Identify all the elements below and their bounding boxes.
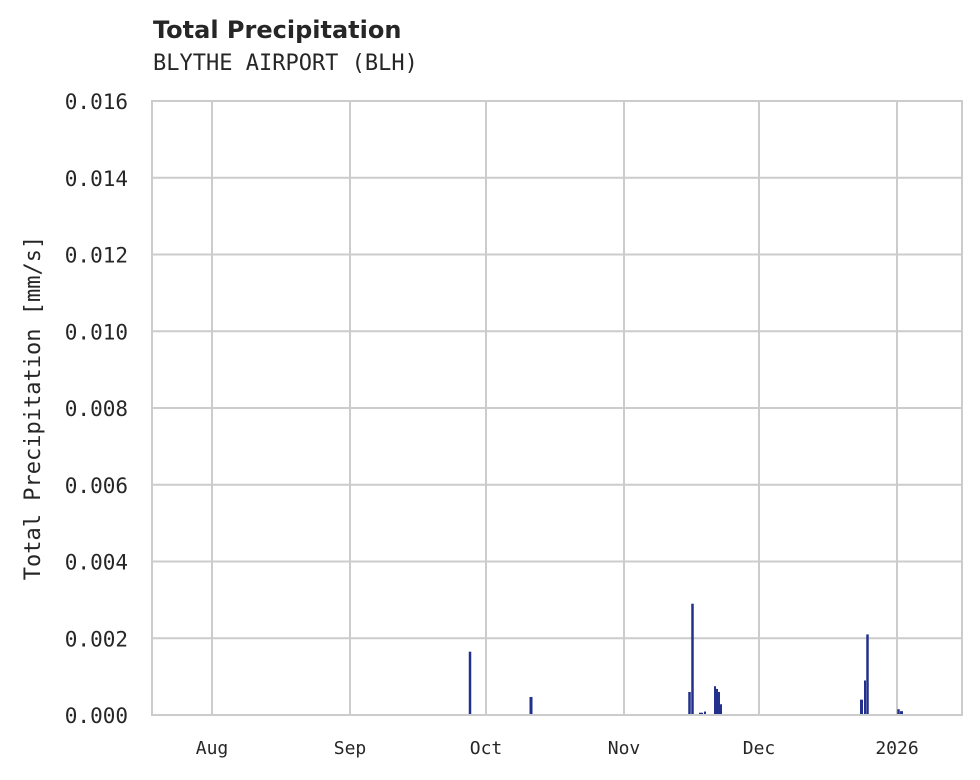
- precipitation-bar: [688, 691, 691, 715]
- y-tick-label: 0.014: [65, 167, 128, 191]
- precipitation-bar: [716, 688, 718, 715]
- precipitation-bar: [699, 712, 703, 715]
- x-tick-label: Aug: [196, 738, 229, 759]
- x-tick-label: Nov: [608, 738, 641, 759]
- y-tick-label: 0.000: [65, 704, 128, 728]
- grid-lines: [152, 100, 962, 716]
- y-tick-label: 0.004: [65, 551, 128, 575]
- x-tick-label: Oct: [470, 738, 503, 759]
- precipitation-bar: [720, 704, 722, 715]
- precipitation-bars: [468, 603, 903, 715]
- y-tick-label: 0.008: [65, 397, 128, 421]
- y-tick-label: 0.006: [65, 474, 128, 498]
- chart-title: Total Precipitation: [153, 16, 402, 44]
- y-tick-label: 0.002: [65, 627, 128, 651]
- plot-frame: [151, 100, 963, 716]
- precipitation-bar: [866, 634, 869, 715]
- precipitation-bar: [468, 651, 472, 715]
- chart-subtitle: BLYTHE AIRPORT (BLH): [153, 51, 418, 76]
- precipitation-bar: [864, 680, 866, 715]
- precipitation-bar: [704, 711, 706, 715]
- precipitation-bar: [900, 711, 903, 715]
- y-tick-label: 0.016: [65, 90, 128, 114]
- x-tick-label: 2026: [875, 738, 918, 759]
- precipitation-bar: [714, 686, 716, 715]
- x-axis-ticks: Aug Sep Oct Nov Dec 2026: [196, 738, 919, 759]
- precipitation-bar: [691, 603, 694, 715]
- precipitation-bar: [860, 699, 863, 715]
- y-axis-ticks: 0.000 0.002 0.004 0.006 0.008 0.010 0.012 0.014…: [65, 90, 128, 728]
- y-tick-label: 0.012: [65, 244, 128, 268]
- precipitation-bar: [718, 691, 720, 715]
- precipitation-bar: [529, 696, 533, 715]
- y-tick-label: 0.010: [65, 320, 128, 344]
- x-tick-label: Sep: [334, 738, 367, 759]
- precipitation-bar: [897, 709, 900, 715]
- y-axis-label: Total Precipitation [mm/s]: [21, 236, 46, 580]
- x-tick-label: Dec: [743, 738, 776, 759]
